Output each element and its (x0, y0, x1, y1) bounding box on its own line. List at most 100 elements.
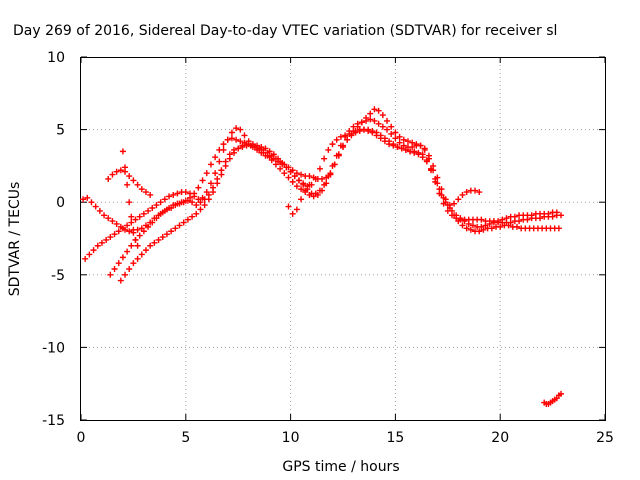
data-point (119, 254, 126, 261)
data-point (295, 177, 302, 184)
data-point (107, 271, 114, 278)
data-point (363, 114, 370, 121)
data-point (212, 170, 219, 177)
data-point (260, 149, 267, 156)
data-point (436, 186, 443, 193)
data-point (136, 213, 143, 220)
data-point (488, 225, 495, 232)
data-point (138, 186, 145, 193)
data-point (300, 180, 307, 187)
data-point (245, 138, 252, 145)
data-point (417, 142, 424, 149)
data-point (262, 145, 269, 152)
axis-ticks: 0 5 10 15 20 25 -15 -10 -5 0 5 10 (42, 50, 614, 446)
data-point (142, 189, 149, 196)
y-tick-label: -5 (51, 268, 65, 284)
data-point (268, 157, 275, 164)
data-point (432, 175, 439, 182)
data-point (145, 223, 152, 230)
y-tick-label: 10 (47, 50, 65, 66)
data-point (281, 170, 288, 177)
data-point (96, 207, 103, 214)
data-point (375, 120, 382, 127)
y-tick-label: -15 (42, 413, 65, 429)
data-point (438, 191, 445, 198)
data-point (411, 149, 418, 156)
data-point (469, 222, 476, 229)
data-point (319, 175, 326, 182)
data-point (285, 174, 292, 181)
data-point (459, 222, 466, 229)
data-point (80, 196, 87, 203)
data-point (371, 106, 378, 113)
data-point (400, 136, 407, 143)
data-point (461, 218, 468, 225)
data-point (379, 112, 386, 119)
data-point (115, 228, 122, 235)
data-point (189, 199, 196, 206)
data-point (356, 128, 363, 135)
data-point (386, 138, 393, 145)
data-point (497, 223, 504, 230)
data-point (207, 161, 214, 168)
data-points (80, 106, 564, 408)
data-point (478, 223, 485, 230)
data-point (272, 161, 279, 168)
data-point (266, 148, 273, 155)
data-point (459, 191, 466, 198)
data-point (513, 223, 520, 230)
data-point (220, 141, 227, 148)
data-point (344, 136, 351, 143)
data-point (499, 216, 506, 223)
data-series-2 (107, 116, 562, 278)
data-point (425, 155, 432, 162)
data-point (316, 165, 323, 172)
data-point (340, 142, 346, 149)
y-axis-label: SDTVAR / TECUs (7, 182, 23, 297)
data-point (486, 220, 493, 227)
data-point (235, 145, 242, 152)
data-point (505, 222, 512, 229)
data-point (421, 146, 428, 153)
data-point (174, 190, 181, 197)
x-tick-label: 25 (596, 430, 614, 446)
data-point (319, 187, 326, 194)
y-tick-label: 0 (56, 195, 65, 211)
data-point (189, 213, 196, 220)
data-point (516, 218, 523, 225)
data-series-7 (285, 181, 313, 217)
data-point (270, 151, 277, 158)
data-point (555, 225, 562, 232)
data-point (161, 207, 168, 214)
data-point (369, 128, 376, 135)
data-point (107, 234, 114, 241)
data-point (371, 117, 378, 124)
data-point (258, 144, 265, 151)
data-point (463, 225, 470, 232)
data-point (128, 213, 135, 220)
data-point (233, 136, 240, 143)
data-point (329, 141, 336, 148)
data-point (199, 194, 206, 201)
data-point (142, 247, 149, 254)
data-point (113, 220, 120, 227)
x-axis-label: GPS time / hours (282, 459, 399, 475)
data-point (446, 202, 453, 209)
y-tick-label: 5 (56, 123, 65, 139)
data-point (153, 215, 160, 222)
data-point (557, 390, 564, 397)
data-point (147, 191, 154, 198)
data-point (224, 136, 231, 143)
y-tick-label: -10 (42, 340, 65, 356)
data-point (176, 222, 183, 229)
data-point (147, 242, 154, 249)
data-point (130, 260, 137, 267)
data-point (163, 231, 170, 238)
data-point (342, 132, 349, 139)
data-point (392, 135, 399, 142)
grid (81, 57, 605, 420)
data-point (197, 206, 204, 213)
data-point (396, 133, 403, 140)
data-point (161, 196, 168, 203)
data-point (170, 191, 177, 198)
